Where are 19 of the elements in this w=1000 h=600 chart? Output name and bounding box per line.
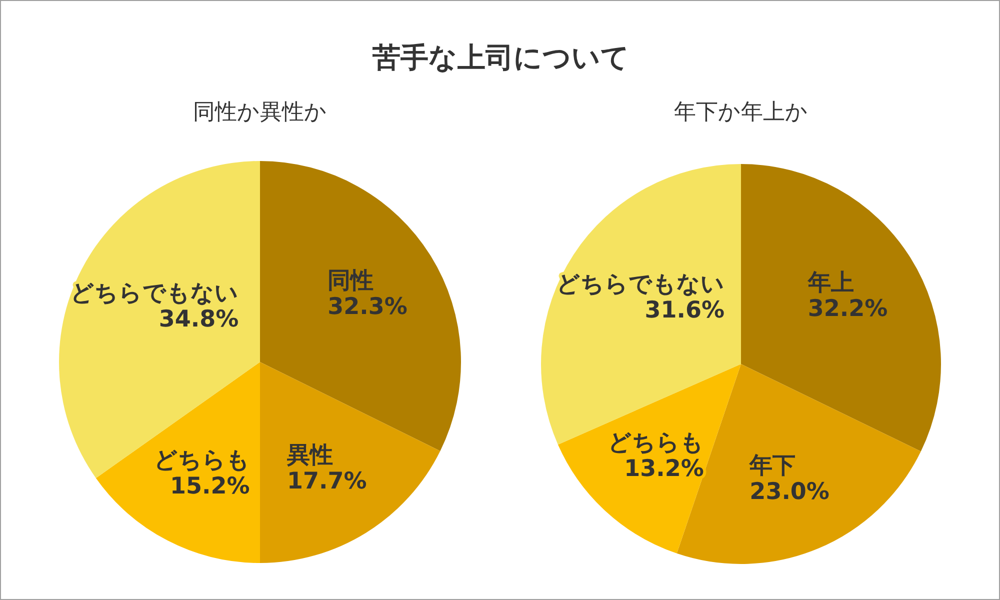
slice-label: 年上 <box>806 270 854 296</box>
data-label: 34.8% <box>158 306 239 332</box>
slice-label: どちらでもない <box>556 271 724 298</box>
data-label: 23.0% <box>750 479 830 506</box>
slice-label: どちらも <box>154 447 250 474</box>
slice-label: 異性 <box>286 442 333 469</box>
chart-subtitle: 同性か異性か <box>192 99 328 127</box>
data-label: 32.2% <box>808 296 888 322</box>
slice-label: どちらも <box>608 430 704 456</box>
slice-label: どちらでもない <box>70 280 239 306</box>
slice-label: 同性 <box>328 268 374 294</box>
chart-title: 苦手な上司について <box>372 41 630 75</box>
slice-label: 年下 <box>748 453 796 480</box>
chart-subtitle: 年下か年上か <box>673 99 809 127</box>
data-label: 13.2% <box>624 456 704 482</box>
data-label: 31.6% <box>644 297 724 324</box>
data-label: 32.3% <box>328 294 408 320</box>
data-label: 15.2% <box>170 473 250 500</box>
data-label: 17.7% <box>286 468 367 495</box>
